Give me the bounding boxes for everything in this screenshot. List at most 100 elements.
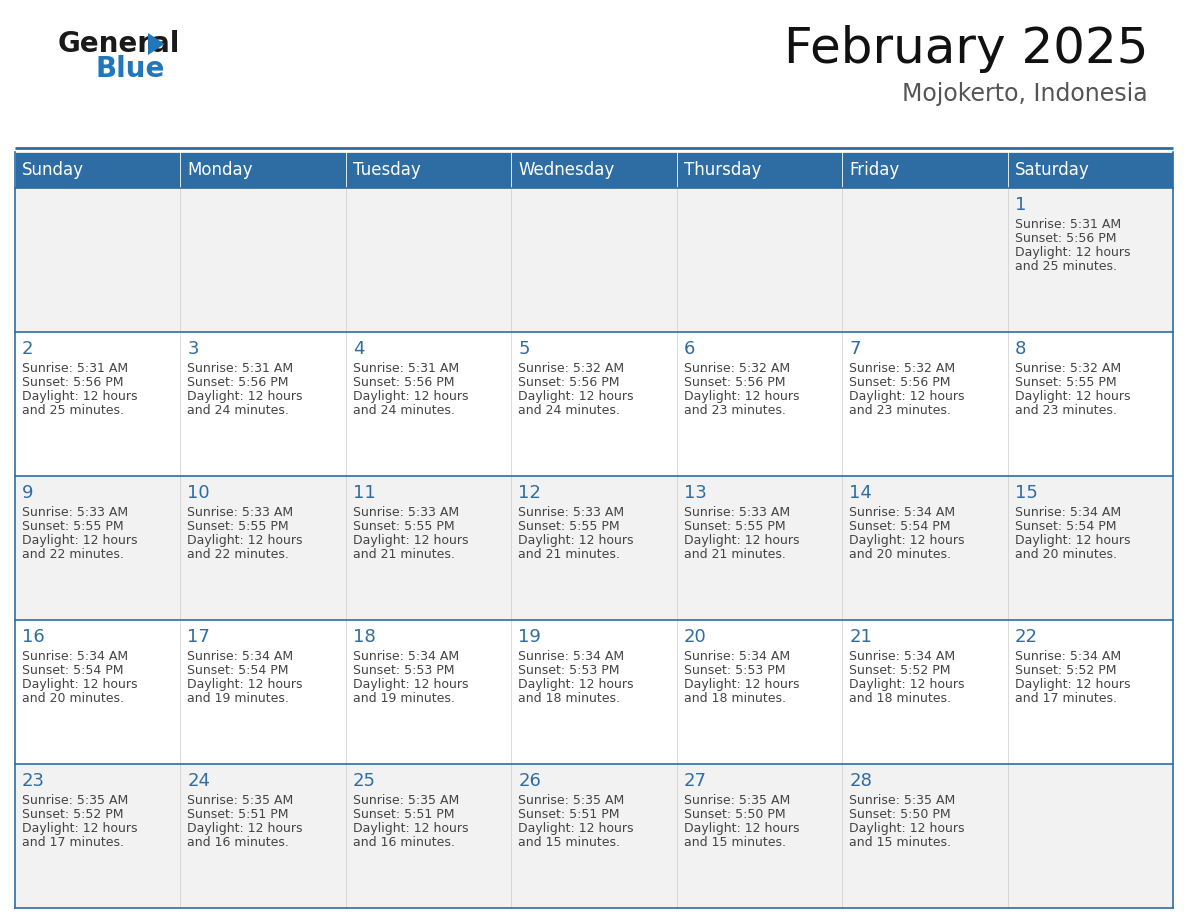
Bar (15, 620, 1173, 764)
Text: Friday: Friday (849, 161, 899, 179)
Text: Daylight: 12 hours: Daylight: 12 hours (188, 390, 303, 403)
Text: and 19 minutes.: and 19 minutes. (353, 692, 455, 705)
Text: Sunrise: 5:35 AM: Sunrise: 5:35 AM (188, 794, 293, 807)
Text: Sunday: Sunday (23, 161, 84, 179)
Polygon shape (148, 33, 164, 55)
Text: Daylight: 12 hours: Daylight: 12 hours (1015, 678, 1130, 691)
Text: 25: 25 (353, 772, 375, 790)
Text: 18: 18 (353, 628, 375, 646)
Text: and 25 minutes.: and 25 minutes. (23, 404, 124, 417)
Text: Sunset: 5:55 PM: Sunset: 5:55 PM (23, 520, 124, 533)
Text: Sunset: 5:55 PM: Sunset: 5:55 PM (518, 520, 620, 533)
Text: 27: 27 (684, 772, 707, 790)
Text: and 24 minutes.: and 24 minutes. (353, 404, 455, 417)
Text: and 15 minutes.: and 15 minutes. (684, 836, 785, 849)
Text: Daylight: 12 hours: Daylight: 12 hours (1015, 246, 1130, 259)
Text: Sunset: 5:55 PM: Sunset: 5:55 PM (353, 520, 455, 533)
Text: 23: 23 (23, 772, 45, 790)
Text: Monday: Monday (188, 161, 253, 179)
Text: 15: 15 (1015, 484, 1037, 502)
Text: 6: 6 (684, 340, 695, 358)
Text: Sunrise: 5:33 AM: Sunrise: 5:33 AM (23, 506, 128, 519)
Bar (181, 152, 346, 188)
Text: Sunrise: 5:34 AM: Sunrise: 5:34 AM (849, 506, 955, 519)
Text: 17: 17 (188, 628, 210, 646)
Text: and 23 minutes.: and 23 minutes. (684, 404, 785, 417)
Text: Daylight: 12 hours: Daylight: 12 hours (188, 534, 303, 547)
Text: Daylight: 12 hours: Daylight: 12 hours (1015, 534, 1130, 547)
Text: Sunrise: 5:34 AM: Sunrise: 5:34 AM (188, 650, 293, 663)
Text: and 18 minutes.: and 18 minutes. (684, 692, 785, 705)
Text: and 19 minutes.: and 19 minutes. (188, 692, 290, 705)
Text: Sunset: 5:53 PM: Sunset: 5:53 PM (353, 664, 454, 677)
Text: Sunrise: 5:35 AM: Sunrise: 5:35 AM (23, 794, 128, 807)
Text: and 23 minutes.: and 23 minutes. (1015, 404, 1117, 417)
Text: 9: 9 (23, 484, 33, 502)
Text: and 18 minutes.: and 18 minutes. (518, 692, 620, 705)
Text: Sunset: 5:54 PM: Sunset: 5:54 PM (1015, 520, 1116, 533)
Text: Daylight: 12 hours: Daylight: 12 hours (1015, 390, 1130, 403)
Text: 8: 8 (1015, 340, 1026, 358)
Text: 7: 7 (849, 340, 860, 358)
Text: Sunrise: 5:32 AM: Sunrise: 5:32 AM (1015, 362, 1120, 375)
Text: Sunset: 5:50 PM: Sunset: 5:50 PM (849, 808, 950, 821)
Text: Daylight: 12 hours: Daylight: 12 hours (353, 534, 468, 547)
Text: Sunset: 5:51 PM: Sunset: 5:51 PM (353, 808, 454, 821)
Text: Sunrise: 5:32 AM: Sunrise: 5:32 AM (684, 362, 790, 375)
Text: Daylight: 12 hours: Daylight: 12 hours (849, 534, 965, 547)
Text: 22: 22 (1015, 628, 1037, 646)
Text: and 20 minutes.: and 20 minutes. (849, 548, 952, 561)
Text: Tuesday: Tuesday (353, 161, 421, 179)
Text: Sunrise: 5:34 AM: Sunrise: 5:34 AM (518, 650, 625, 663)
Bar (15, 152, 181, 188)
Text: 21: 21 (849, 628, 872, 646)
Text: 19: 19 (518, 628, 542, 646)
Bar (15, 764, 1173, 908)
Text: Daylight: 12 hours: Daylight: 12 hours (684, 822, 800, 835)
Text: Sunrise: 5:34 AM: Sunrise: 5:34 AM (1015, 650, 1120, 663)
Text: 14: 14 (849, 484, 872, 502)
Text: Sunrise: 5:33 AM: Sunrise: 5:33 AM (518, 506, 625, 519)
Text: Daylight: 12 hours: Daylight: 12 hours (353, 390, 468, 403)
Text: and 16 minutes.: and 16 minutes. (188, 836, 290, 849)
Text: 2: 2 (23, 340, 33, 358)
Text: 12: 12 (518, 484, 542, 502)
Text: Sunrise: 5:34 AM: Sunrise: 5:34 AM (23, 650, 128, 663)
Text: Sunset: 5:54 PM: Sunset: 5:54 PM (849, 520, 950, 533)
Text: Sunrise: 5:33 AM: Sunrise: 5:33 AM (353, 506, 459, 519)
Text: and 15 minutes.: and 15 minutes. (518, 836, 620, 849)
Text: Sunrise: 5:31 AM: Sunrise: 5:31 AM (188, 362, 293, 375)
Text: and 18 minutes.: and 18 minutes. (849, 692, 952, 705)
Text: Daylight: 12 hours: Daylight: 12 hours (23, 534, 138, 547)
Text: Sunrise: 5:35 AM: Sunrise: 5:35 AM (353, 794, 459, 807)
Text: Sunrise: 5:33 AM: Sunrise: 5:33 AM (188, 506, 293, 519)
Bar (677, 152, 842, 188)
Text: 16: 16 (23, 628, 45, 646)
Text: Daylight: 12 hours: Daylight: 12 hours (518, 822, 633, 835)
Text: Daylight: 12 hours: Daylight: 12 hours (684, 534, 800, 547)
Bar (346, 152, 511, 188)
Text: Sunrise: 5:35 AM: Sunrise: 5:35 AM (684, 794, 790, 807)
Text: Sunset: 5:53 PM: Sunset: 5:53 PM (518, 664, 620, 677)
Text: Sunset: 5:56 PM: Sunset: 5:56 PM (518, 376, 620, 389)
Text: Wednesday: Wednesday (518, 161, 614, 179)
Text: Sunset: 5:56 PM: Sunset: 5:56 PM (188, 376, 289, 389)
Text: and 24 minutes.: and 24 minutes. (188, 404, 290, 417)
Text: Sunrise: 5:32 AM: Sunrise: 5:32 AM (849, 362, 955, 375)
Text: 1: 1 (1015, 196, 1026, 214)
Text: Saturday: Saturday (1015, 161, 1089, 179)
Text: Sunset: 5:56 PM: Sunset: 5:56 PM (23, 376, 124, 389)
Text: Daylight: 12 hours: Daylight: 12 hours (684, 678, 800, 691)
Text: Sunrise: 5:31 AM: Sunrise: 5:31 AM (23, 362, 128, 375)
Bar (15, 188, 1173, 332)
Text: and 22 minutes.: and 22 minutes. (188, 548, 290, 561)
Text: Sunrise: 5:34 AM: Sunrise: 5:34 AM (849, 650, 955, 663)
Bar (511, 152, 677, 188)
Text: Sunset: 5:52 PM: Sunset: 5:52 PM (1015, 664, 1116, 677)
Text: Sunset: 5:55 PM: Sunset: 5:55 PM (188, 520, 289, 533)
Bar (842, 152, 1007, 188)
Text: and 21 minutes.: and 21 minutes. (518, 548, 620, 561)
Text: 4: 4 (353, 340, 365, 358)
Text: Daylight: 12 hours: Daylight: 12 hours (849, 390, 965, 403)
Text: Daylight: 12 hours: Daylight: 12 hours (684, 390, 800, 403)
